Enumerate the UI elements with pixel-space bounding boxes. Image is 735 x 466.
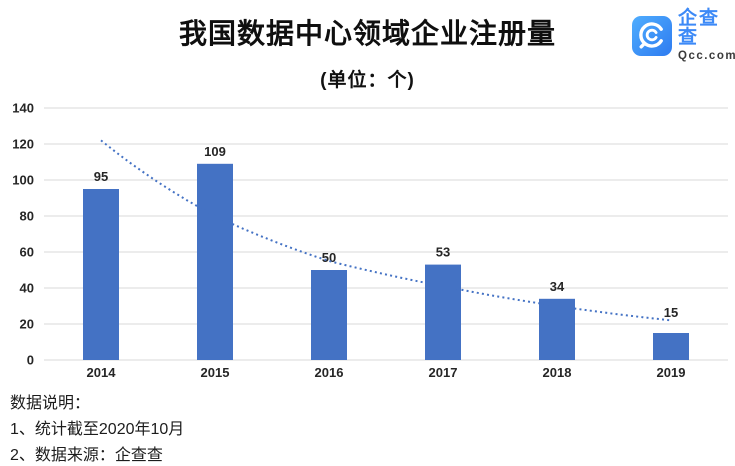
footer-heading: 数据说明： xyxy=(10,395,91,412)
y-axis-tick-label: 0 xyxy=(27,353,34,368)
bar-value-label: 109 xyxy=(204,144,226,159)
footer-notes: 数据说明： 1、统计截至2020年10月 2、数据来源：企查查 xyxy=(10,391,184,466)
page-title: 我国数据中心领域企业注册量 xyxy=(178,18,556,49)
footer-note-1: 1、统计截至2020年10月 xyxy=(10,421,185,438)
x-axis-tick-label: 2015 xyxy=(201,365,230,380)
y-axis-tick-label: 60 xyxy=(20,245,34,260)
x-axis-tick-label: 2019 xyxy=(657,365,686,380)
y-axis-tick-label: 80 xyxy=(20,209,34,224)
bar-value-label: 50 xyxy=(322,250,336,265)
y-axis-tick-label: 100 xyxy=(12,173,34,188)
x-axis-tick-label: 2016 xyxy=(315,365,344,380)
qcc-domain-name: Qcc.com xyxy=(678,50,735,62)
x-axis-tick-label: 2014 xyxy=(87,365,117,380)
bar xyxy=(83,189,119,360)
qcc-logo-text: 企查查 Qcc.com xyxy=(678,9,735,63)
bar-value-label: 34 xyxy=(550,279,565,294)
bar xyxy=(197,163,233,360)
footer-note-2: 2、数据来源：企查查 xyxy=(10,447,163,464)
qcc-logo: 企查查 Qcc.com xyxy=(632,9,735,63)
bar xyxy=(311,270,347,360)
y-axis-tick-label: 40 xyxy=(20,281,34,296)
chart-header: 我国数据中心领域企业注册量 (单位：个) xyxy=(0,0,735,92)
y-axis-tick-label: 20 xyxy=(20,317,34,332)
bar-value-label: 15 xyxy=(664,305,678,320)
bar-value-label: 53 xyxy=(436,245,450,260)
x-axis-tick-label: 2017 xyxy=(429,365,458,380)
bar-value-label: 95 xyxy=(94,169,108,184)
trendline xyxy=(100,139,672,322)
bar xyxy=(653,333,689,360)
chart-unit-subtitle: (单位：个) xyxy=(320,70,415,91)
y-axis-tick-label: 120 xyxy=(12,137,34,152)
bar xyxy=(425,264,461,360)
bar xyxy=(539,298,575,360)
x-axis-tick-label: 2018 xyxy=(543,365,572,380)
y-axis-tick-label: 140 xyxy=(12,101,34,116)
qcc-brand-name: 企查查 xyxy=(678,8,721,48)
qcc-logo-icon xyxy=(632,15,672,56)
bar-chart: 0 20 40 60 80 100 120 140 95 2014 109 2015 50 2016 53 2… xyxy=(12,101,728,380)
